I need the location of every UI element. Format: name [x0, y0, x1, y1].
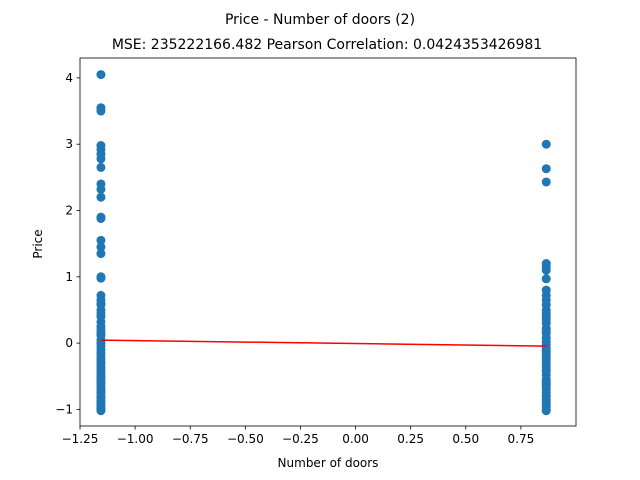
scatter-point	[96, 162, 106, 172]
scatter-point	[96, 406, 106, 416]
scatter-point	[541, 379, 551, 389]
x-tick-label: −0.25	[282, 432, 319, 446]
scatter-point	[96, 154, 106, 164]
x-tick-label: 0.25	[397, 432, 424, 446]
scatter-point	[96, 213, 106, 223]
x-tick-label: −0.50	[227, 432, 264, 446]
scatter-point	[541, 365, 551, 375]
scatter-point	[541, 177, 551, 187]
chart-title: Price - Number of doors (2)	[225, 12, 415, 28]
y-axis-label: Price	[31, 229, 45, 258]
scatter-point	[96, 70, 106, 80]
x-tick-label: −1.00	[117, 432, 154, 446]
regression-line	[100, 339, 547, 347]
scatter-point	[541, 139, 551, 149]
scatter-point	[96, 192, 106, 202]
scatter-point	[96, 106, 106, 116]
scatter-point	[96, 184, 106, 194]
scatter-point	[541, 274, 551, 284]
scatter-point	[96, 235, 106, 245]
scatter-point	[541, 265, 551, 275]
y-tick-label: 1	[65, 270, 73, 284]
scatter-point	[96, 358, 106, 368]
x-tick-label: 0.75	[508, 432, 535, 446]
scatter-point	[541, 396, 551, 406]
x-tick-label: −0.75	[172, 432, 209, 446]
y-tick-label: 3	[65, 137, 73, 151]
scatter-point	[541, 406, 551, 416]
x-axis-ticks: −1.25 −1.00 −0.75 −0.50 −0.25 0.00 0.25 0.50 0.7…	[62, 426, 535, 446]
chart-subtitle: MSE: 235222166.482 Pearson Correlation: …	[112, 37, 542, 53]
scatter-point	[96, 328, 106, 338]
x-axis-label: Number of doors	[278, 456, 379, 470]
y-tick-label: 0	[65, 336, 73, 350]
scatter-point	[541, 164, 551, 174]
y-tick-label: 2	[65, 204, 73, 218]
plot-frame	[79, 57, 577, 427]
scatter-point	[96, 298, 106, 308]
scatter-point	[96, 242, 106, 252]
scatter-point	[96, 378, 106, 388]
scatter-point	[96, 273, 106, 283]
y-axis-ticks: −1 0 1 2 3 4	[55, 71, 80, 416]
x-tick-label: 0.00	[342, 432, 369, 446]
y-tick-label: 4	[65, 71, 73, 85]
scatter-point	[96, 371, 106, 381]
x-tick-label: 0.50	[452, 432, 479, 446]
scatter-point	[541, 346, 551, 356]
y-tick-label: −1	[55, 402, 73, 416]
scatter-point	[96, 392, 106, 402]
scatter-point	[96, 249, 106, 259]
x-tick-label: −1.25	[62, 432, 99, 446]
plot-marks	[96, 70, 551, 416]
scatter-point	[96, 365, 106, 375]
scatter-point	[541, 326, 551, 336]
